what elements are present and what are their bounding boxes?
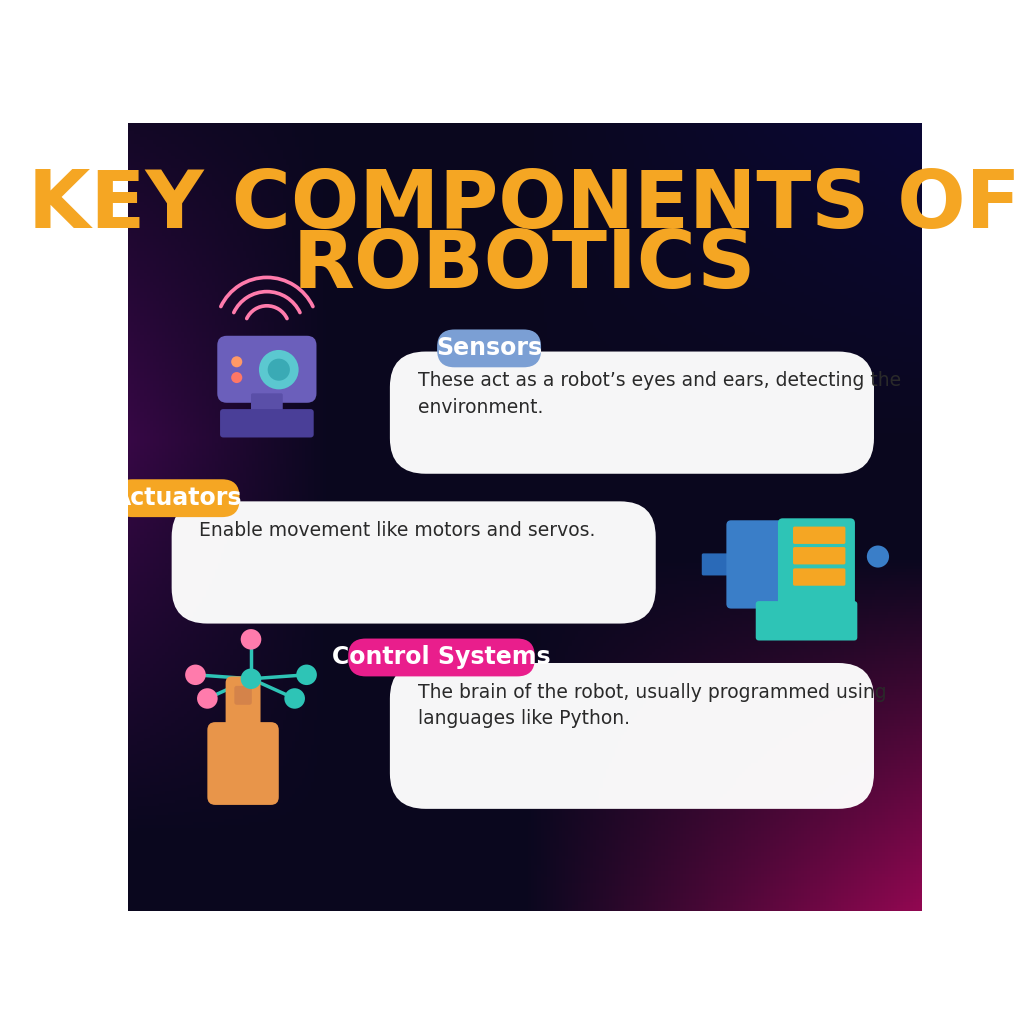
Circle shape — [241, 669, 261, 689]
Circle shape — [285, 688, 305, 709]
Circle shape — [296, 665, 316, 685]
Ellipse shape — [231, 356, 243, 368]
FancyBboxPatch shape — [726, 520, 803, 608]
FancyBboxPatch shape — [756, 601, 857, 641]
FancyBboxPatch shape — [225, 677, 260, 744]
FancyBboxPatch shape — [390, 351, 873, 474]
FancyBboxPatch shape — [793, 547, 846, 564]
FancyBboxPatch shape — [437, 330, 541, 368]
FancyBboxPatch shape — [115, 479, 240, 517]
FancyBboxPatch shape — [793, 526, 846, 544]
Text: ROBOTICS: ROBOTICS — [293, 227, 757, 305]
Text: Enable movement like motors and servos.: Enable movement like motors and servos. — [200, 521, 596, 540]
Text: KEY COMPONENTS OF: KEY COMPONENTS OF — [29, 167, 1021, 245]
FancyBboxPatch shape — [251, 393, 283, 420]
FancyBboxPatch shape — [217, 336, 316, 402]
FancyBboxPatch shape — [701, 553, 736, 575]
Text: Sensors: Sensors — [436, 337, 542, 360]
FancyBboxPatch shape — [172, 502, 655, 624]
FancyBboxPatch shape — [348, 639, 535, 677]
FancyBboxPatch shape — [207, 722, 279, 805]
Ellipse shape — [267, 358, 290, 381]
FancyBboxPatch shape — [793, 568, 846, 586]
Text: The brain of the robot, usually programmed using
languages like Python.: The brain of the robot, usually programm… — [418, 683, 887, 728]
Circle shape — [241, 629, 261, 649]
Text: Actuators: Actuators — [113, 486, 242, 510]
Ellipse shape — [867, 546, 889, 567]
Circle shape — [197, 688, 218, 709]
Text: Control Systems: Control Systems — [332, 645, 551, 670]
Circle shape — [185, 665, 206, 685]
Ellipse shape — [231, 372, 243, 383]
FancyBboxPatch shape — [390, 663, 873, 809]
FancyBboxPatch shape — [234, 686, 252, 705]
Ellipse shape — [259, 350, 299, 389]
FancyBboxPatch shape — [778, 518, 855, 610]
Text: These act as a robot’s eyes and ears, detecting the
environment.: These act as a robot’s eyes and ears, de… — [418, 372, 901, 417]
FancyBboxPatch shape — [220, 410, 313, 437]
